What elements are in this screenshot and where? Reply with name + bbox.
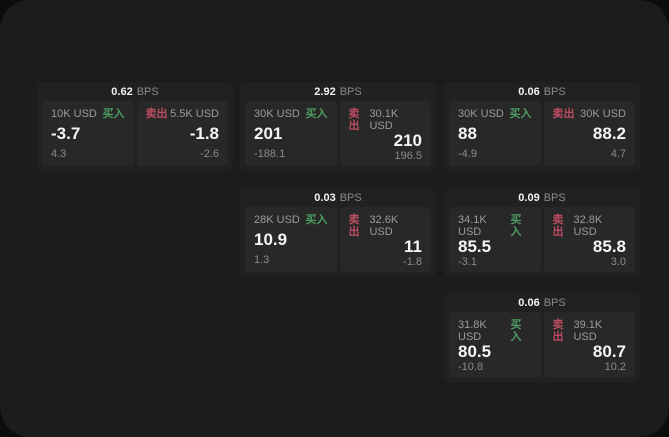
buy-notional: 31.8K USD [458,319,487,343]
buy-panel[interactable]: 30K USD 买入 201 -188.1 [245,101,337,166]
sell-price: -1.8 [189,124,219,143]
buy-price: 201 [254,124,283,143]
sell-price: 11 [404,237,422,256]
sell-notional: 30K USD [580,108,626,120]
buy-notional: 30K USD [254,108,300,120]
buy-side-label: 买入 [509,108,532,120]
bps-unit-label: BPS [543,191,566,204]
bps-unit-label: BPS [543,296,566,309]
buy-notional: 10K USD [51,108,97,120]
buy-panel[interactable]: 28K USD 买入 10.9 1.3 [245,207,337,272]
bps-unit-label: BPS [136,85,159,98]
sell-notional: 39.1K USD [573,319,603,343]
bps-value: 0.06 [518,85,540,98]
sell-notional: 5.5K USD [170,108,219,120]
buy-notional: 34.1K USD [458,214,487,238]
bps-header: 2.92 BPS [245,82,431,101]
buy-side-label: 买入 [305,214,328,226]
sell-panel[interactable]: 卖出 30.1K USD 210 196.5 [339,101,431,166]
sell-notional: 30.1K USD [369,108,399,132]
bps-header: 0.06 BPS [449,293,635,312]
bps-value: 0.06 [518,296,540,309]
sell-panel[interactable]: 卖出 32.6K USD 11 -1.8 [339,207,431,272]
sell-price: 80.7 [592,342,626,361]
quote-card: 0.03 BPS 28K USD 买入 10.9 1.3 卖出 32.6K US… [240,188,436,277]
buy-sell-panels: 30K USD 买入 88 -4.9 卖出 30K USD 88.2 4.7 [449,101,635,166]
sell-price: 85.8 [592,237,626,256]
buy-price: -3.7 [51,124,81,143]
buy-delta: -4.9 [458,148,477,160]
sell-price: 88.2 [592,124,626,143]
bps-unit-label: BPS [339,85,362,98]
buy-sell-panels: 31.8K USD 买入 80.5 -10.8 卖出 39.1K USD 80.… [449,312,635,377]
sell-side-label: 卖出 [145,108,168,120]
quote-card: 0.09 BPS 34.1K USD 买入 85.5 -3.1 卖出 32.8K… [444,188,640,277]
bps-value: 0.09 [518,191,540,204]
buy-sell-panels: 28K USD 买入 10.9 1.3 卖出 32.6K USD 11 -1.8 [245,207,431,272]
sell-side-label: 卖出 [348,108,360,132]
sell-delta: -1.8 [403,256,422,268]
sell-panel[interactable]: 卖出 5.5K USD -1.8 -2.6 [136,101,228,166]
sell-delta: 10.2 [604,361,626,373]
sell-panel[interactable]: 卖出 30K USD 88.2 4.7 [543,101,635,166]
buy-price: 85.5 [458,237,492,256]
bps-header: 0.06 BPS [449,82,635,101]
quote-card: 0.06 BPS 30K USD 买入 88 -4.9 卖出 30K USD 8… [444,82,640,171]
buy-price: 10.9 [254,230,288,249]
sell-panel[interactable]: 卖出 32.8K USD 85.8 3.0 [543,207,635,272]
buy-panel[interactable]: 30K USD 买入 88 -4.9 [449,101,541,166]
bps-unit-label: BPS [339,191,362,204]
buy-price: 80.5 [458,342,492,361]
bps-value: 0.62 [111,85,133,98]
buy-side-label: 买入 [510,214,522,238]
sell-delta: -2.6 [200,148,219,160]
bps-header: 0.09 BPS [449,188,635,207]
bps-header: 0.62 BPS [42,82,228,101]
buy-notional: 30K USD [458,108,504,120]
buy-sell-panels: 30K USD 买入 201 -188.1 卖出 30.1K USD 210 1… [245,101,431,166]
sell-notional: 32.8K USD [573,214,603,238]
buy-side-label: 买入 [102,108,125,120]
buy-panel[interactable]: 10K USD 买入 -3.7 4.3 [42,101,134,166]
sell-delta: 4.7 [610,148,626,160]
sell-side-label: 卖出 [552,214,564,238]
buy-side-label: 买入 [305,108,328,120]
sell-side-label: 卖出 [552,108,575,120]
bps-unit-label: BPS [543,85,566,98]
bps-value: 0.03 [314,191,336,204]
sell-price: 210 [393,131,422,150]
buy-side-label: 买入 [510,319,522,343]
sell-side-label: 卖出 [348,214,360,238]
bps-header: 0.03 BPS [245,188,431,207]
buy-delta: -10.8 [458,361,484,373]
sell-notional: 32.6K USD [369,214,399,238]
buy-sell-panels: 34.1K USD 买入 85.5 -3.1 卖出 32.8K USD 85.8… [449,207,635,272]
buy-delta: 4.3 [51,148,67,160]
buy-panel[interactable]: 34.1K USD 买入 85.5 -3.1 [449,207,541,272]
sell-side-label: 卖出 [552,319,564,343]
quote-card: 2.92 BPS 30K USD 买入 201 -188.1 卖出 30.1K … [240,82,436,171]
buy-panel[interactable]: 31.8K USD 买入 80.5 -10.8 [449,312,541,377]
buy-delta: -3.1 [458,256,477,268]
sell-delta: 196.5 [394,150,422,162]
sell-delta: 3.0 [610,256,626,268]
buy-delta: 1.3 [254,254,270,266]
bps-value: 2.92 [314,85,336,98]
buy-notional: 28K USD [254,214,300,226]
buy-price: 88 [458,124,477,143]
sell-panel[interactable]: 卖出 39.1K USD 80.7 10.2 [543,312,635,377]
buy-delta: -188.1 [254,148,286,160]
buy-sell-panels: 10K USD 买入 -3.7 4.3 卖出 5.5K USD -1.8 -2.… [42,101,228,166]
quote-card: 0.62 BPS 10K USD 买入 -3.7 4.3 卖出 5.5K USD… [37,82,233,171]
quote-card: 0.06 BPS 31.8K USD 买入 80.5 -10.8 卖出 39.1… [444,293,640,382]
